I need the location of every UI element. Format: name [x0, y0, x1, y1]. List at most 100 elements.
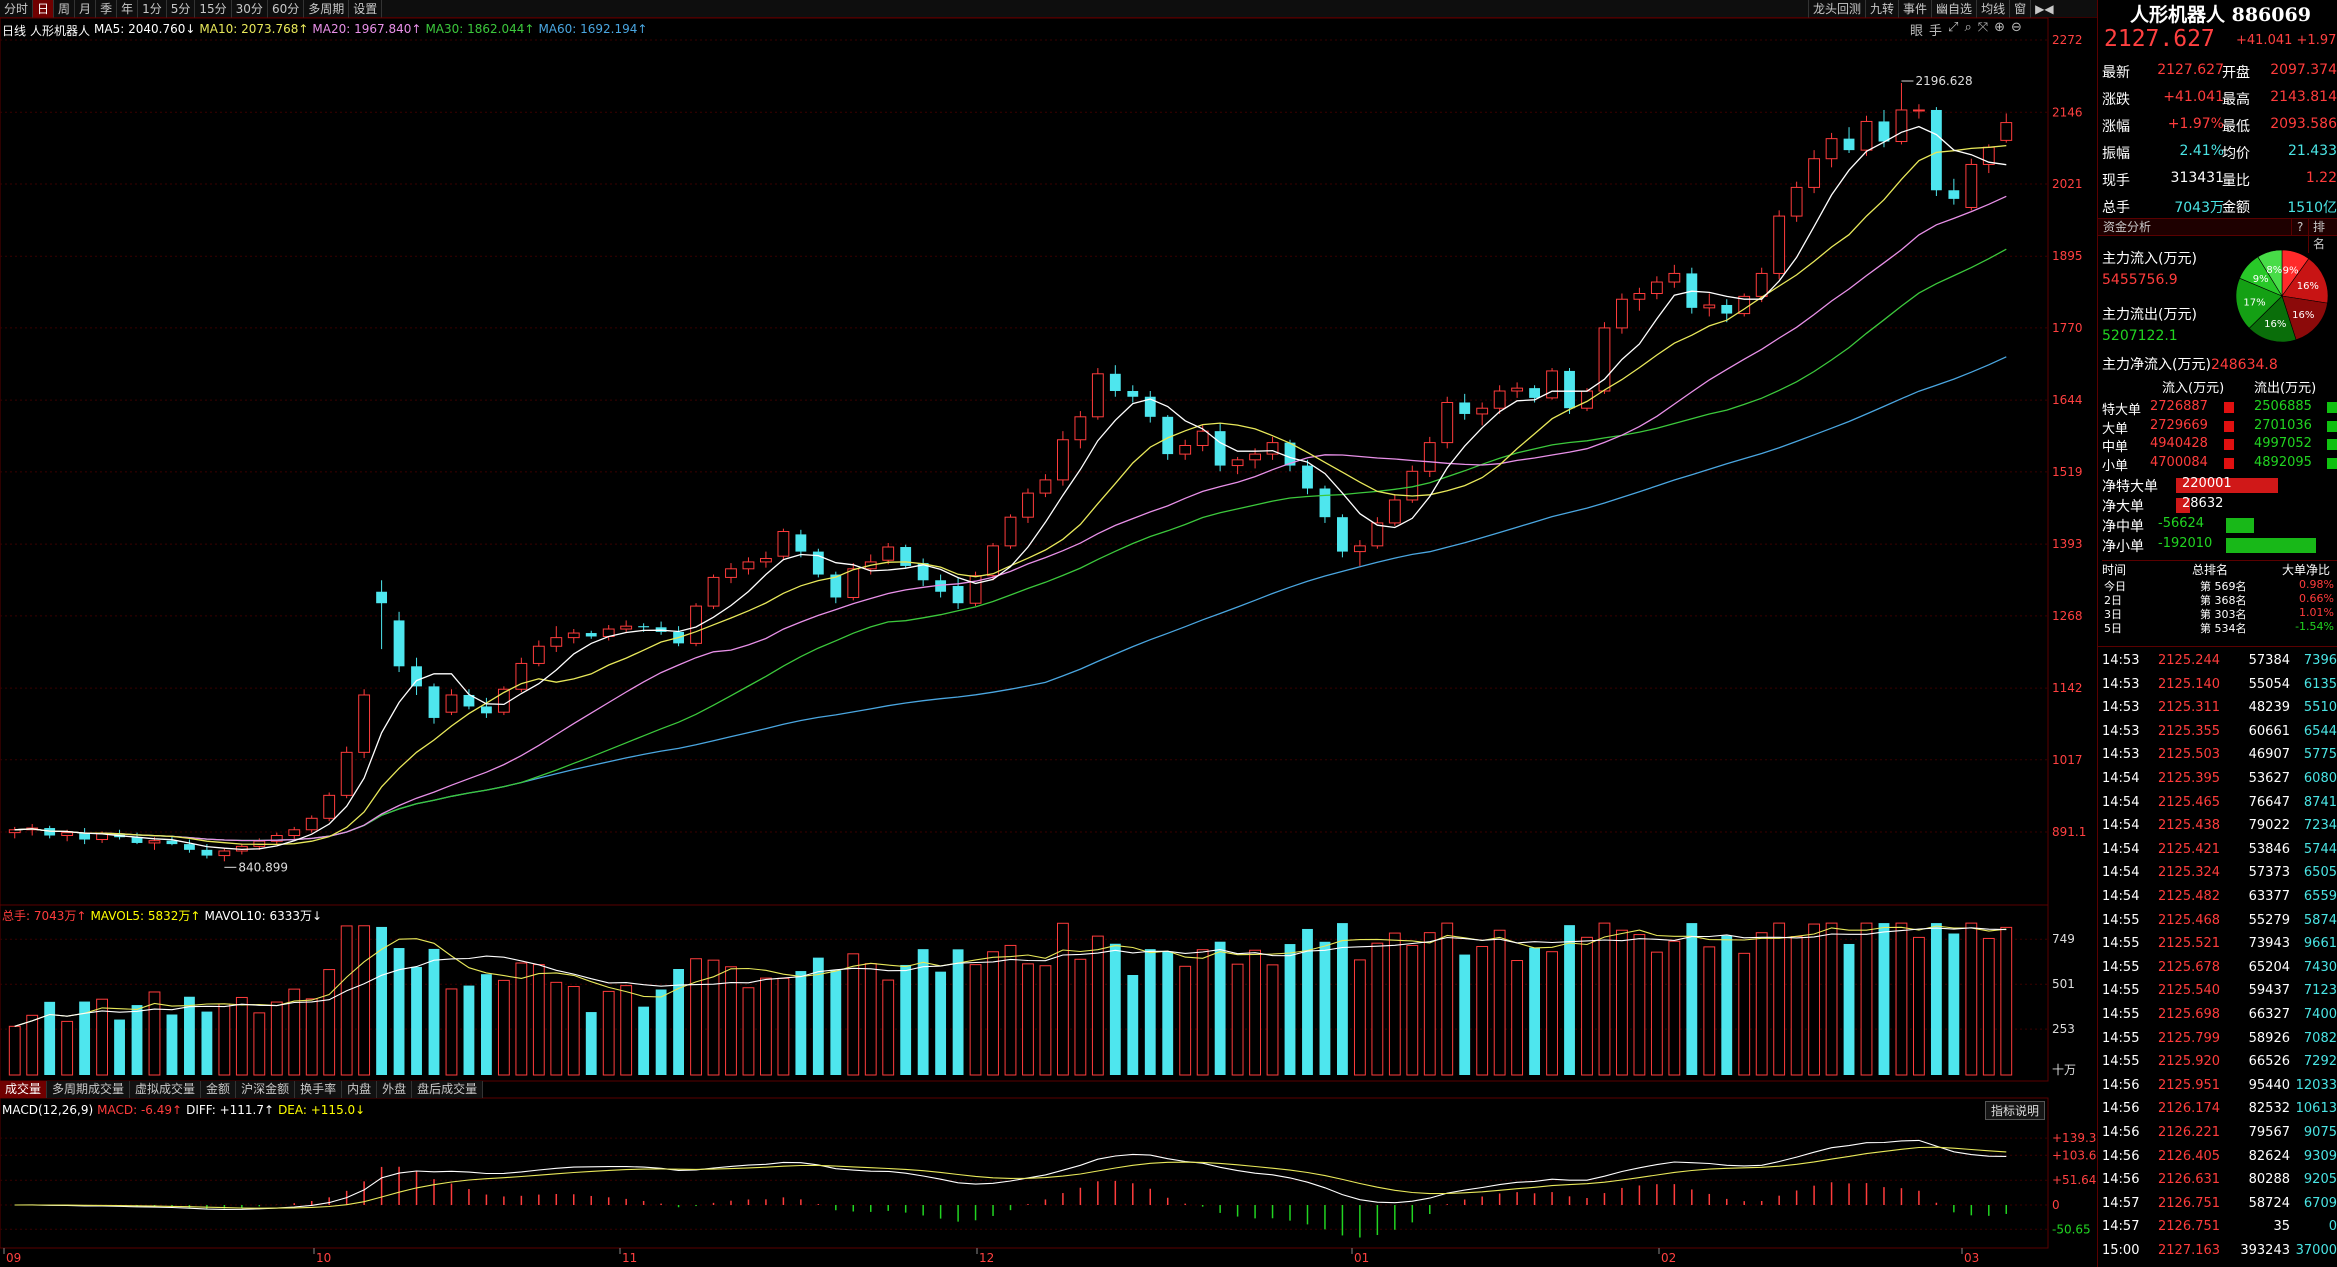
tick-row[interactable]: 14:53 2125.244 57384 7396 [2102, 650, 2337, 673]
tool-icon[interactable]: ⤧ [1977, 20, 1989, 35]
chart-tool-tab[interactable]: 龙头回测 [1808, 0, 1865, 18]
indicator-tab[interactable]: 成交量 [0, 1081, 48, 1098]
volume-bar [1214, 941, 1226, 1075]
indicator-tab[interactable]: 虚拟成交量 [130, 1081, 202, 1098]
tick-row[interactable]: 14:55 2125.799 58926 7082 [2102, 1028, 2337, 1051]
indicator-tab[interactable]: 多周期成交量 [47, 1081, 131, 1098]
tick-row[interactable]: 14:55 2125.521 73943 9661 [2102, 933, 2337, 956]
tool-icon[interactable]: ⌕ [1964, 20, 1972, 35]
period-tab[interactable]: 30分 [232, 0, 268, 18]
tick-row[interactable]: 14:55 2125.540 59437 7123 [2102, 980, 2337, 1003]
period-tab[interactable]: 多周期 [304, 0, 350, 18]
tick-row[interactable]: 14:54 2125.465 76647 8741 [2102, 792, 2337, 815]
candle [1109, 365, 1121, 397]
tick-row[interactable]: 14:53 2125.503 46907 5775 [2102, 744, 2337, 767]
tick-time: 14:55 [2102, 983, 2140, 999]
indicator-tab[interactable]: 内盘 [342, 1081, 378, 1098]
mavol10-line [14, 927, 2007, 1027]
tick-row[interactable]: 14:55 2125.678 65204 7430 [2102, 957, 2337, 980]
rank-col-rank: 总排名 [2192, 563, 2229, 577]
tick-row[interactable]: 14:54 2125.421 53846 5744 [2102, 839, 2337, 862]
candle [1650, 276, 1663, 300]
tick-row[interactable]: 14:53 2125.311 48239 5510 [2102, 697, 2337, 720]
indicator-tab[interactable]: 盘后成交量 [412, 1081, 484, 1098]
flow-row-name: 中单 [2102, 440, 2129, 455]
tick-row[interactable]: 14:57 2126.751 35 0 [2102, 1216, 2337, 1239]
period-tab[interactable]: 15分 [195, 0, 232, 18]
period-tab[interactable]: 设置 [349, 0, 383, 18]
rank-col-net: 大单净比 [2282, 563, 2331, 577]
rank-row: 今日 第 569名 0.98% [2102, 578, 2337, 593]
tick-volume: 73943 [2248, 936, 2290, 952]
volume-bar [673, 969, 684, 1075]
volume-bar [253, 1012, 266, 1076]
tick-time: 14:53 [2102, 676, 2140, 692]
tool-icon[interactable]: 眼 [1910, 24, 1924, 39]
period-tab[interactable]: 季 [96, 0, 118, 18]
tick-price: 2126.221 [2158, 1125, 2221, 1140]
tick-row[interactable]: 14:56 2126.405 82624 9309 [2102, 1146, 2337, 1169]
chart-tool-tab[interactable]: 九转 [1865, 0, 1898, 18]
tick-row[interactable]: 14:56 2126.221 79567 9075 [2102, 1122, 2337, 1145]
period-tab[interactable]: 周 [54, 0, 76, 18]
tick-row[interactable]: 14:54 2125.324 57373 6505 [2102, 862, 2337, 885]
volume-axis-unit: 十万 [2052, 1063, 2076, 1077]
tool-icon[interactable]: ⊖ [2011, 20, 2022, 35]
candle [1948, 178, 1960, 205]
indicator-explain-button[interactable]: 指标说明 [1985, 1101, 2046, 1120]
tick-row[interactable]: 14:54 2125.395 53627 6080 [2102, 768, 2337, 791]
flow-row-name: 特大单 [2102, 403, 2142, 418]
tick-row[interactable]: 14:56 2126.174 82532 10613 [2102, 1098, 2337, 1121]
tick-row[interactable]: 14:56 2125.951 95440 12033 [2102, 1075, 2337, 1098]
chart-tool-tab[interactable]: ▶◀ [2030, 0, 2057, 18]
period-tab[interactable]: 月 [75, 0, 97, 18]
tool-icon[interactable]: ⤢ [1948, 20, 1959, 35]
period-tab[interactable]: 5分 [167, 0, 196, 18]
tick-row[interactable]: 14:55 2125.920 66526 7292 [2102, 1051, 2337, 1074]
chart-tool-tab[interactable]: 事件 [1898, 0, 1931, 18]
tick-time: 14:53 [2102, 700, 2140, 716]
tick-row[interactable]: 14:53 2125.140 55054 6135 [2102, 674, 2337, 697]
indicator-tab[interactable]: 换手率 [295, 1081, 343, 1098]
tick-row[interactable]: 14:54 2125.438 79022 7234 [2102, 815, 2337, 838]
quote-label: 涨跌 [2102, 92, 2130, 108]
chart-tool-tab[interactable]: 幽自选 [1931, 0, 1976, 18]
volume-bar [900, 964, 912, 1075]
rank-button[interactable]: 排名 [2308, 219, 2337, 253]
quote-value: 313431 [2170, 170, 2224, 186]
period-tab[interactable]: 1分 [138, 0, 167, 18]
volume-bar [1493, 929, 1506, 1076]
chart-tool-tab[interactable]: 窗 [2009, 0, 2030, 18]
help-button[interactable]: ? [2291, 219, 2308, 236]
volume-bar [1650, 951, 1663, 1076]
indicator-tab[interactable]: 沪深金额 [236, 1081, 296, 1098]
chart-tool-tab[interactable]: 均线 [1976, 0, 2009, 18]
volume-bar [830, 970, 842, 1075]
volume-bar [1109, 943, 1121, 1075]
tool-icon[interactable]: 手 [1929, 24, 1943, 39]
candle [1371, 517, 1384, 549]
rank-time: 2日 [2104, 594, 2122, 607]
period-tab[interactable]: 分时 [0, 0, 34, 18]
indicator-tab[interactable]: 金额 [201, 1081, 237, 1098]
high-annotation: 2196.628 [1915, 74, 1972, 88]
volume-bar [567, 986, 580, 1076]
tick-row[interactable]: 14:55 2125.698 66327 7400 [2102, 1004, 2337, 1027]
kline-chart[interactable]: 2272 2146 2021 1895 1770 1644 1519 1393 1268 1142… [0, 0, 2097, 1267]
tick-row[interactable]: 15:00 2127.163 393243 37000 [2102, 1240, 2337, 1263]
tool-icon[interactable]: ⊕ [1994, 20, 2006, 35]
tick-row[interactable]: 14:53 2125.355 60661 6544 [2102, 721, 2337, 744]
tick-row[interactable]: 14:56 2126.631 80288 9205 [2102, 1169, 2337, 1192]
tick-row[interactable]: 14:54 2125.482 63377 6559 [2102, 886, 2337, 909]
net-flow-value: -192010 [2158, 536, 2213, 551]
tick-row[interactable]: 14:57 2126.751 58724 6709 [2102, 1193, 2337, 1216]
indicator-tab[interactable]: 外盘 [377, 1081, 413, 1098]
volume-bar [1231, 963, 1244, 1076]
candle [1616, 293, 1628, 334]
volume-bar [1337, 923, 1348, 1075]
period-tab[interactable]: 日 [33, 0, 55, 18]
tick-row[interactable]: 14:55 2125.468 55279 5874 [2102, 910, 2337, 933]
volume-bar [270, 1001, 283, 1076]
period-tab[interactable]: 年 [117, 0, 139, 18]
period-tab[interactable]: 60分 [268, 0, 305, 18]
